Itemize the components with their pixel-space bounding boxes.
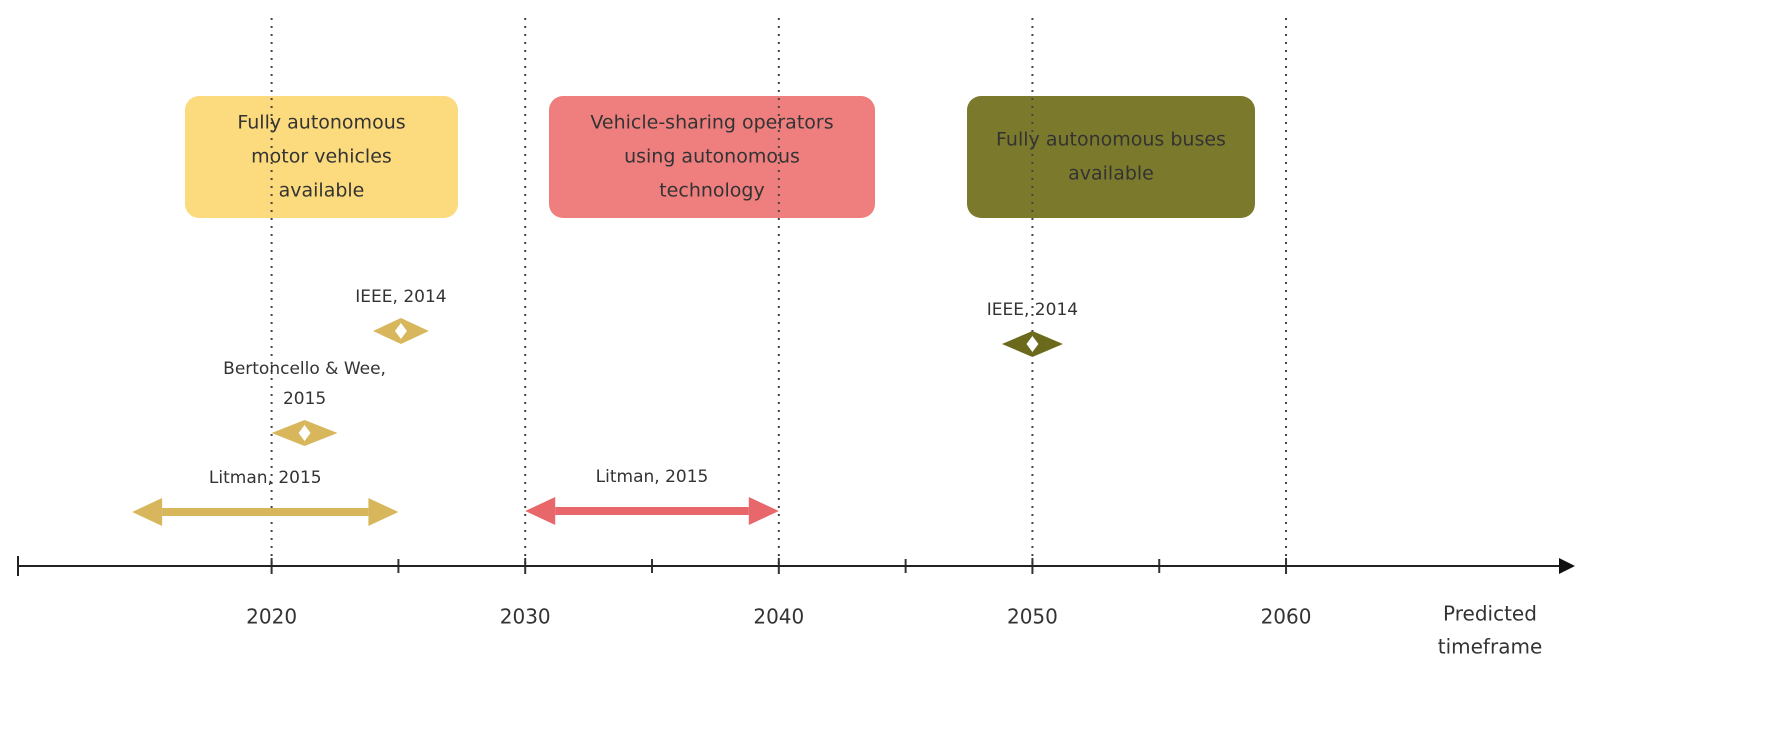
range-arrow bbox=[373, 318, 429, 344]
milestone-box bbox=[185, 96, 458, 218]
axis-arrow bbox=[1559, 558, 1575, 574]
tick-label: 2040 bbox=[753, 605, 804, 629]
axis-label: timeframe bbox=[1438, 635, 1543, 659]
range-head bbox=[368, 498, 399, 526]
tick-label: 2030 bbox=[500, 605, 551, 629]
range-arrow bbox=[132, 498, 399, 526]
milestone-text: Vehicle-sharing operators bbox=[590, 112, 833, 134]
axis-label: Predicted bbox=[1443, 602, 1537, 626]
range-head bbox=[373, 318, 401, 344]
tick-label: 2020 bbox=[246, 605, 297, 629]
range-arrow bbox=[525, 497, 779, 525]
range-label: Bertoncello & Wee, bbox=[223, 359, 386, 379]
milestone-text: Fully autonomous bbox=[237, 112, 405, 134]
range-arrow bbox=[271, 420, 338, 446]
milestone-box bbox=[967, 96, 1255, 218]
range-head bbox=[525, 497, 556, 525]
milestone-text: technology bbox=[659, 180, 765, 202]
tick-label: 2060 bbox=[1261, 605, 1312, 629]
range-label: Litman, 2015 bbox=[596, 467, 709, 487]
milestone-text: available bbox=[1068, 163, 1154, 185]
range-arrow bbox=[1001, 331, 1063, 357]
milestone-text: Fully autonomous buses bbox=[996, 129, 1226, 151]
range-inner bbox=[394, 323, 407, 339]
milestone-text: motor vehicles bbox=[251, 146, 392, 168]
range-label: IEEE, 2014 bbox=[355, 287, 446, 307]
range-head bbox=[1032, 331, 1063, 357]
milestone-text: using autonomous bbox=[624, 146, 800, 168]
tick-label: 2050 bbox=[1007, 605, 1058, 629]
range-head bbox=[748, 497, 779, 525]
range-head bbox=[304, 420, 338, 446]
range-head bbox=[132, 498, 163, 526]
range-inner bbox=[298, 425, 311, 441]
range-label: IEEE, 2014 bbox=[987, 300, 1078, 320]
range-label: 2015 bbox=[283, 389, 326, 409]
range-inner bbox=[1026, 336, 1039, 352]
milestone-text: available bbox=[279, 180, 365, 202]
range-label: Litman, 2015 bbox=[209, 468, 322, 488]
range-head bbox=[271, 420, 305, 446]
range-head bbox=[1001, 331, 1033, 357]
milestone-box bbox=[549, 96, 875, 218]
range-head bbox=[400, 318, 429, 344]
